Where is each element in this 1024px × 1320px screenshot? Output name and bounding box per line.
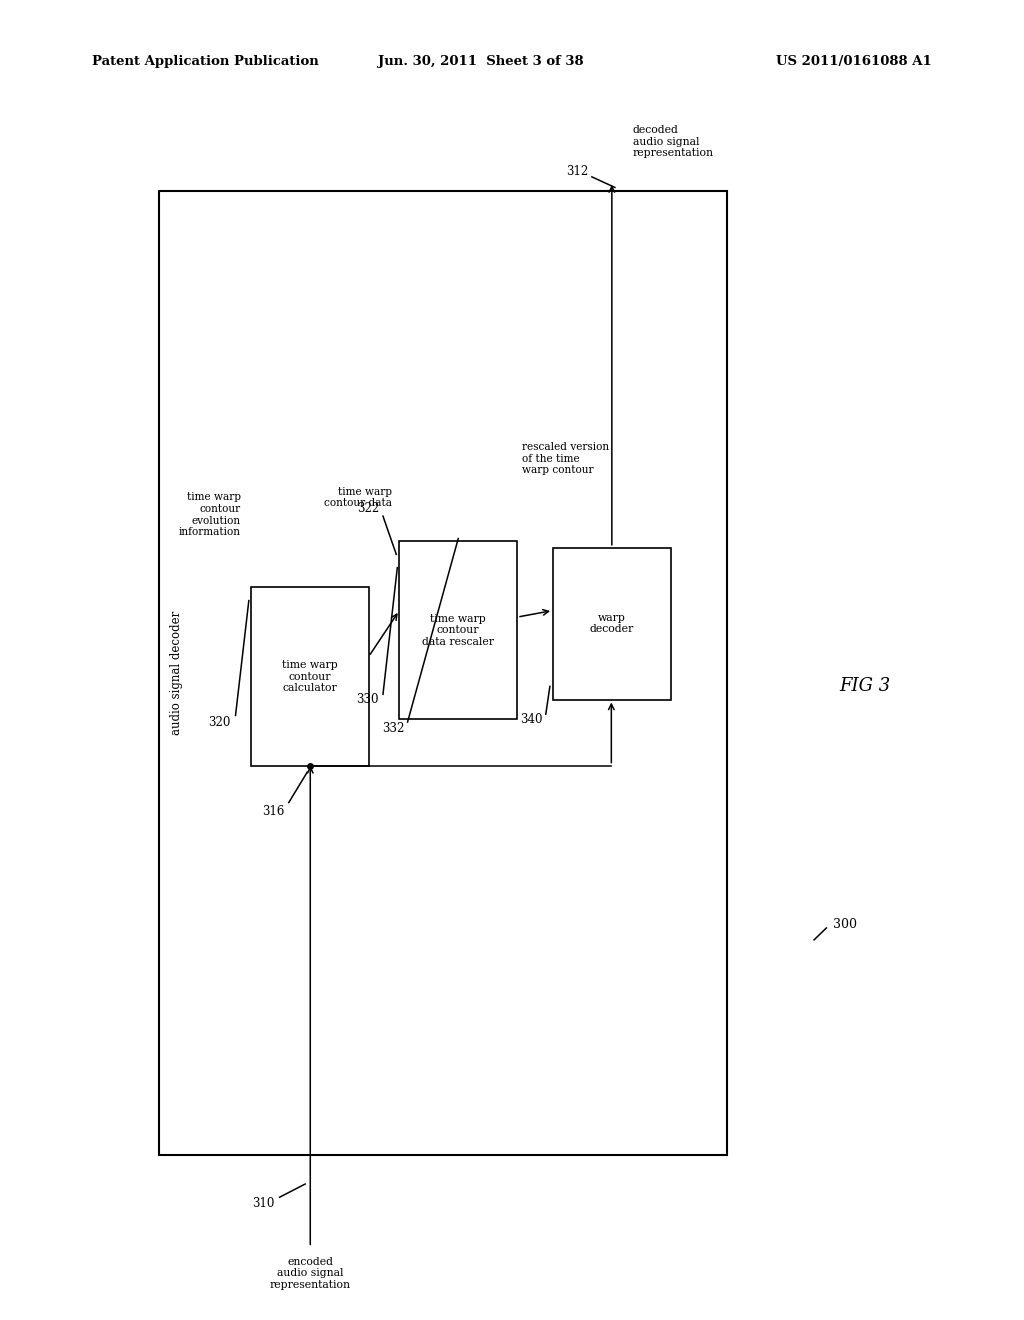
Text: US 2011/0161088 A1: US 2011/0161088 A1 — [776, 55, 932, 69]
Text: encoded
audio signal
representation: encoded audio signal representation — [269, 1257, 351, 1290]
Text: 312: 312 — [566, 165, 589, 178]
Text: 310: 310 — [252, 1197, 274, 1210]
Text: 322: 322 — [356, 502, 379, 515]
Text: time warp
contour
data rescaler: time warp contour data rescaler — [422, 614, 495, 647]
FancyBboxPatch shape — [159, 191, 727, 1155]
Text: warp
decoder: warp decoder — [590, 612, 634, 635]
FancyBboxPatch shape — [553, 548, 671, 700]
Text: Jun. 30, 2011  Sheet 3 of 38: Jun. 30, 2011 Sheet 3 of 38 — [379, 55, 584, 69]
Text: 320: 320 — [208, 715, 230, 729]
Text: Patent Application Publication: Patent Application Publication — [92, 55, 318, 69]
Text: 300: 300 — [833, 917, 856, 931]
Text: 330: 330 — [356, 693, 379, 706]
Text: time warp
contour
calculator: time warp contour calculator — [282, 660, 338, 693]
Text: 332: 332 — [382, 722, 404, 735]
Text: time warp
contour data: time warp contour data — [325, 487, 392, 508]
Text: time warp
contour
evolution
information: time warp contour evolution information — [178, 492, 241, 537]
Text: rescaled version
of the time
warp contour: rescaled version of the time warp contou… — [522, 442, 609, 475]
Text: 316: 316 — [262, 805, 285, 818]
Text: audio signal decoder: audio signal decoder — [170, 611, 182, 735]
FancyBboxPatch shape — [399, 541, 517, 719]
FancyBboxPatch shape — [251, 587, 369, 766]
Text: FIG 3: FIG 3 — [840, 677, 891, 696]
Text: decoded
audio signal
representation: decoded audio signal representation — [633, 125, 714, 158]
Text: 340: 340 — [520, 713, 543, 726]
